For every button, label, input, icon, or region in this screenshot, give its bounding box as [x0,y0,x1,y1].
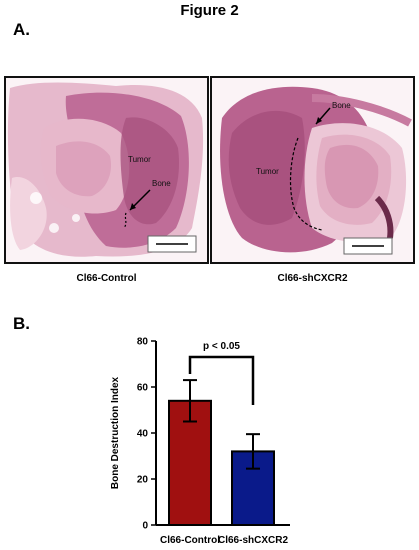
histology-shcxcr2-drawing: Tumor Bone [212,78,413,262]
y-tick-label: 0 [142,521,148,532]
tumor-label-control: Tumor [128,155,151,164]
x-tick-label: Cl66-Control [160,535,220,546]
y-tick-label: 80 [137,337,149,348]
y-axis-label: Bone Destruction Index [110,376,121,489]
panel-a-label: A. [13,20,30,39]
figure-title: Figure 2 [180,2,239,19]
x-tick-label: Cl66-shCXCR2 [218,535,288,546]
bone-label-shcxcr2: Bone [332,101,351,110]
significance-bracket [188,355,255,405]
caption-shcxcr2: Cl66-shCXCR2 [277,273,348,284]
bone-label-control: Bone [152,179,171,188]
histology-control-drawing: Tumor Bone [6,78,207,262]
bar-chart: 0 20 40 60 80 Bone Destruction Index Cl66-Cont… [110,337,290,546]
histology-image-shcxcr2: Tumor Bone [210,76,415,264]
tumor-label-shcxcr2: Tumor [256,167,279,176]
histology-image-control: Tumor Bone [4,76,209,264]
caption-control: Cl66-Control [76,273,137,284]
y-tick-label: 20 [137,475,149,486]
panel-b-label: B. [13,314,30,333]
significance-label: p < 0.05 [203,341,240,352]
y-tick-label: 40 [137,429,149,440]
y-tick-label: 60 [137,383,149,394]
